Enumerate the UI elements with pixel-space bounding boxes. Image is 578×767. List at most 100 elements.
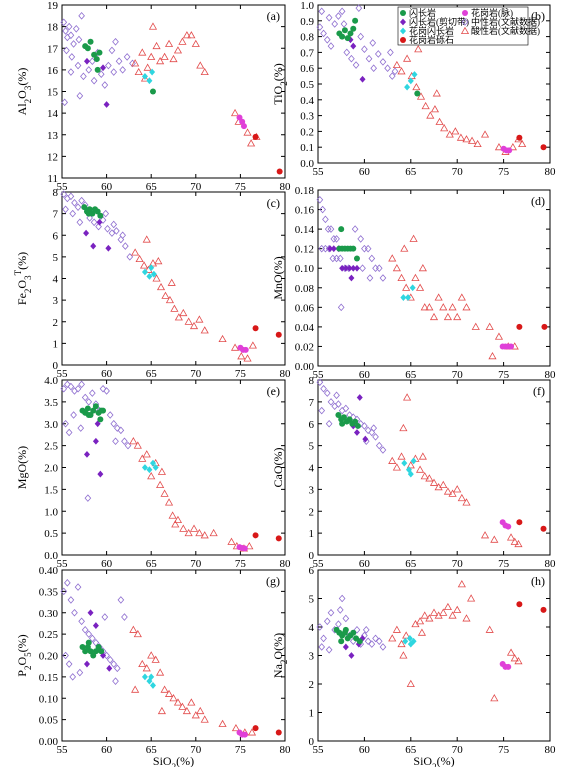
point-granite-gravel <box>516 601 523 608</box>
point-intermediate-lit <box>335 620 342 628</box>
point-acid-lit <box>152 274 161 282</box>
point-intermediate-lit <box>113 227 120 235</box>
point-diorite-shear <box>359 75 366 83</box>
point-diorite <box>96 49 103 56</box>
point-granite-vein <box>240 123 247 130</box>
panel-letter: (a) <box>267 9 280 23</box>
panel-letter: (f) <box>533 384 545 398</box>
point-intermediate-lit <box>61 98 69 107</box>
point-intermediate-lit <box>64 380 71 389</box>
point-acid-lit <box>415 283 425 291</box>
point-diorite <box>87 648 94 655</box>
x-tick-label: 65 <box>405 558 417 570</box>
legend-marker-granite-gravel <box>400 37 406 43</box>
y-axis-label: TiO2(%) <box>271 63 289 104</box>
point-intermediate-lit <box>62 27 69 35</box>
point-granodiorite <box>141 673 148 681</box>
x-tick-label: 55 <box>57 181 69 193</box>
y-tick-label: 7 <box>53 209 59 221</box>
point-diorite <box>338 226 345 233</box>
point-diorite-shear <box>92 437 99 445</box>
y-axis-label: Al2O3(%) <box>15 68 33 116</box>
y-tick-label: 0 <box>53 360 59 372</box>
y-tick-label: 0.1 <box>300 142 314 154</box>
point-intermediate-lit <box>112 437 119 446</box>
point-intermediate-lit <box>85 398 93 406</box>
point-intermediate-lit <box>84 494 92 502</box>
point-acid-lit <box>508 142 517 151</box>
point-acid-lit <box>147 472 156 480</box>
point-diorite-shear <box>96 218 103 226</box>
point-acid-lit <box>418 264 427 272</box>
point-intermediate-lit <box>110 660 118 668</box>
point-intermediate-lit <box>99 384 107 393</box>
point-diorite-shear <box>356 394 363 401</box>
point-acid-lit <box>400 244 409 252</box>
point-intermediate-lit <box>70 411 77 419</box>
x-tick-label: 55 <box>313 558 325 570</box>
point-intermediate-lit <box>322 215 329 224</box>
point-granite-gravel <box>516 519 523 526</box>
point-intermediate-lit <box>101 613 109 621</box>
point-intermediate-lit <box>323 389 331 397</box>
point-intermediate-lit <box>316 378 324 386</box>
point-acid-lit <box>195 315 204 323</box>
point-intermediate-lit <box>316 623 324 631</box>
y-tick-label: 11 <box>47 173 58 185</box>
point-acid-lit <box>392 264 401 272</box>
point-acid-lit <box>457 293 466 301</box>
point-acid-lit <box>156 57 165 65</box>
panel-g: 55 60 65 70 75 80 0.00 0.05 0.10 0.15 0.20 0.25 0.30… <box>15 565 291 767</box>
x-tick-label: 80 <box>280 558 292 570</box>
x-tick-label: 60 <box>101 181 113 193</box>
y-tick-label: 0.02 <box>295 341 314 353</box>
point-granite-gravel <box>275 331 282 338</box>
y-tick-label: 0.12 <box>295 244 314 256</box>
point-intermediate-lit <box>95 222 102 231</box>
panel-d: 55 60 65 70 75 800.000.020.040.060.080.100.12… <box>271 185 556 381</box>
point-acid-lit <box>164 39 174 47</box>
point-intermediate-lit <box>375 441 383 450</box>
point-intermediate-lit <box>375 264 383 273</box>
point-acid-lit <box>173 515 183 523</box>
point-intermediate-lit <box>343 48 351 57</box>
y-tick-label: 0.0 <box>44 550 58 562</box>
point-intermediate-lit <box>90 76 98 85</box>
y-tick-label: 0.05 <box>39 715 59 727</box>
x-tick-label: 70 <box>452 166 464 178</box>
point-intermediate-lit <box>74 583 82 591</box>
point-acid-lit <box>171 520 180 528</box>
point-diorite-shear <box>100 64 107 72</box>
point-intermediate-lit <box>102 209 110 218</box>
point-diorite <box>344 35 351 42</box>
point-diorite <box>149 88 156 95</box>
point-intermediate-lit <box>67 596 75 604</box>
point-acid-lit <box>157 706 166 715</box>
point-intermediate-lit <box>348 54 355 63</box>
point-acid-lit <box>178 37 187 45</box>
y-tick-label: 13 <box>47 130 59 142</box>
point-acid-lit <box>133 441 142 449</box>
x-tick-label: 75 <box>235 744 247 756</box>
point-diorite-shear <box>342 264 349 272</box>
point-acid-lit <box>420 303 429 311</box>
point-intermediate-lit <box>71 199 78 207</box>
point-acid-lit <box>403 54 412 62</box>
point-acid-lit <box>152 41 161 50</box>
point-intermediate-lit <box>115 57 123 66</box>
y-tick-label: 0.10 <box>39 693 59 705</box>
point-intermediate-lit <box>88 389 96 397</box>
y-tick-label: 6 <box>309 419 315 431</box>
point-acid-lit <box>443 487 453 495</box>
point-intermediate-lit <box>329 254 337 263</box>
point-acid-lit <box>200 67 209 76</box>
point-granodiorite <box>402 637 409 645</box>
point-acid-lit <box>129 437 138 445</box>
point-intermediate-lit <box>359 264 366 273</box>
x-tick-label: 65 <box>146 558 158 570</box>
point-acid-lit <box>429 312 439 321</box>
y-tick-label: 0.18 <box>295 185 315 197</box>
point-intermediate-lit <box>64 33 71 42</box>
x-tick-label: 75 <box>235 558 247 570</box>
point-acid-lit <box>457 580 466 588</box>
